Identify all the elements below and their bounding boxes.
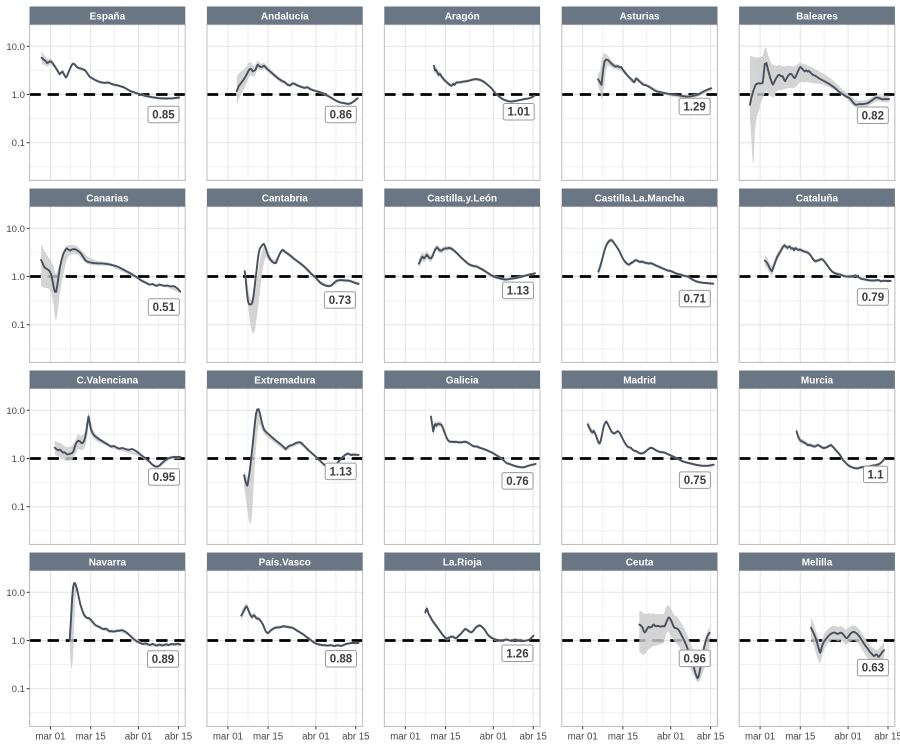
svg-text:mar 01: mar 01 xyxy=(745,732,775,743)
svg-text:Ceuta: Ceuta xyxy=(626,557,654,568)
svg-text:10.0: 10.0 xyxy=(6,224,25,235)
svg-text:La.Rioja: La.Rioja xyxy=(443,557,482,568)
svg-text:1.13: 1.13 xyxy=(507,285,529,297)
svg-text:abr 15: abr 15 xyxy=(342,732,369,743)
svg-text:mar 15: mar 15 xyxy=(608,732,638,743)
svg-text:abr 01: abr 01 xyxy=(657,732,684,743)
svg-text:abr 15: abr 15 xyxy=(697,732,724,743)
svg-text:Andalucía: Andalucía xyxy=(261,11,309,22)
svg-text:Aragón: Aragón xyxy=(445,11,480,22)
svg-text:1.13: 1.13 xyxy=(330,466,352,478)
svg-text:abr 01: abr 01 xyxy=(302,732,329,743)
svg-text:mar 15: mar 15 xyxy=(785,732,815,743)
svg-text:0.79: 0.79 xyxy=(862,292,884,304)
svg-text:mar 15: mar 15 xyxy=(76,732,106,743)
svg-text:0.51: 0.51 xyxy=(153,302,176,314)
svg-text:1.0: 1.0 xyxy=(12,636,25,647)
svg-text:10.0: 10.0 xyxy=(6,42,25,53)
svg-text:0.1: 0.1 xyxy=(12,684,25,695)
svg-text:Castilla.y.León: Castilla.y.León xyxy=(427,193,497,204)
svg-text:abr 15: abr 15 xyxy=(165,732,192,743)
svg-text:0.89: 0.89 xyxy=(152,654,174,666)
svg-text:1.0: 1.0 xyxy=(12,454,25,465)
svg-text:1.0: 1.0 xyxy=(12,272,25,283)
svg-text:Baleares: Baleares xyxy=(796,11,838,22)
svg-text:0.1: 0.1 xyxy=(12,138,25,149)
svg-text:1.1: 1.1 xyxy=(868,469,885,481)
svg-text:0.85: 0.85 xyxy=(152,110,175,122)
svg-text:0.88: 0.88 xyxy=(330,654,353,666)
svg-text:0.63: 0.63 xyxy=(862,663,884,675)
svg-text:0.75: 0.75 xyxy=(684,475,707,487)
svg-text:mar 01: mar 01 xyxy=(568,732,598,743)
svg-text:España: España xyxy=(90,11,126,22)
svg-text:mar 15: mar 15 xyxy=(430,732,460,743)
svg-text:Navarra: Navarra xyxy=(89,557,127,568)
svg-text:0.1: 0.1 xyxy=(12,502,25,513)
svg-text:0.71: 0.71 xyxy=(684,294,707,306)
svg-text:Melilla: Melilla xyxy=(802,557,833,568)
svg-text:abr 15: abr 15 xyxy=(874,732,900,743)
svg-text:Canarias: Canarias xyxy=(86,193,129,204)
svg-text:10.0: 10.0 xyxy=(6,406,25,417)
svg-text:Galicia: Galicia xyxy=(446,375,479,386)
svg-text:10.0: 10.0 xyxy=(6,588,25,599)
svg-text:0.96: 0.96 xyxy=(684,653,706,665)
svg-text:1.29: 1.29 xyxy=(683,101,705,113)
svg-text:mar 01: mar 01 xyxy=(213,732,243,743)
svg-text:0.86: 0.86 xyxy=(330,109,352,121)
svg-text:mar 01: mar 01 xyxy=(390,732,420,743)
svg-text:1.0: 1.0 xyxy=(12,90,25,101)
svg-text:C.Valenciana: C.Valenciana xyxy=(77,375,139,386)
svg-text:abr 01: abr 01 xyxy=(480,732,507,743)
svg-text:mar 01: mar 01 xyxy=(35,732,65,743)
svg-text:Murcia: Murcia xyxy=(801,375,834,386)
svg-text:País.Vasco: País.Vasco xyxy=(259,557,311,568)
svg-text:Cataluña: Cataluña xyxy=(796,193,839,204)
svg-text:abr 15: abr 15 xyxy=(519,732,546,743)
svg-text:0.82: 0.82 xyxy=(862,110,884,122)
svg-text:0.76: 0.76 xyxy=(506,476,528,488)
svg-text:0.95: 0.95 xyxy=(153,472,176,484)
svg-text:1.26: 1.26 xyxy=(506,648,528,660)
svg-text:Extremadura: Extremadura xyxy=(254,375,316,386)
svg-text:0.1: 0.1 xyxy=(12,320,25,331)
svg-text:Castilla.La.Mancha: Castilla.La.Mancha xyxy=(595,193,685,204)
svg-text:Cantabria: Cantabria xyxy=(262,193,309,204)
svg-text:Asturias: Asturias xyxy=(620,11,660,22)
svg-text:abr 01: abr 01 xyxy=(125,732,152,743)
svg-text:0.73: 0.73 xyxy=(329,295,351,307)
svg-text:1.01: 1.01 xyxy=(508,107,531,119)
svg-text:Madrid: Madrid xyxy=(623,375,656,386)
svg-text:abr 01: abr 01 xyxy=(834,732,861,743)
svg-text:mar 15: mar 15 xyxy=(253,732,283,743)
